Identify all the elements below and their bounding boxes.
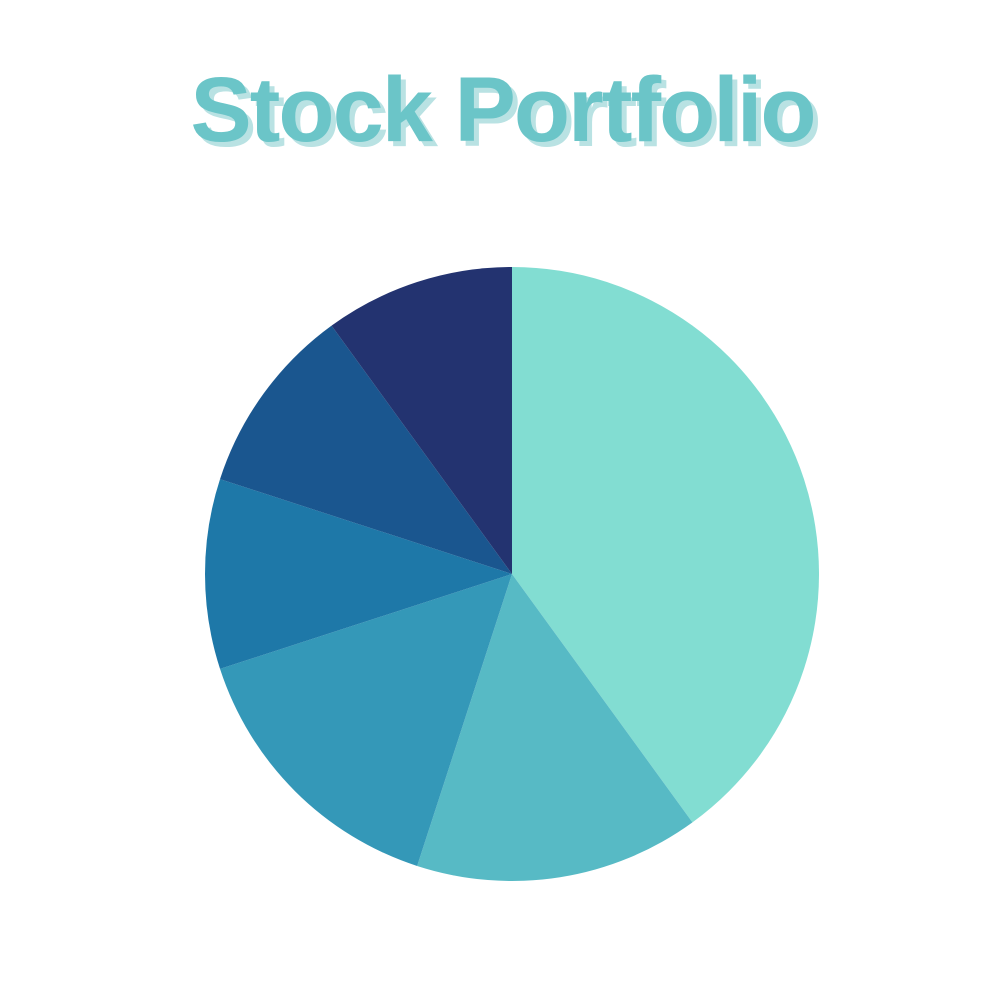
- pie-slice-4: [205, 479, 512, 669]
- pie-chart: [205, 267, 819, 881]
- pie-slice-2: [417, 574, 693, 881]
- pie-slice-5: [220, 325, 512, 574]
- pie-slice-3: [220, 574, 512, 866]
- chart-title: Stock Portfolio: [190, 59, 816, 161]
- pie-chart-svg: [205, 267, 819, 881]
- pie-slice-1: [512, 267, 819, 823]
- pie-slice-6: [331, 267, 512, 574]
